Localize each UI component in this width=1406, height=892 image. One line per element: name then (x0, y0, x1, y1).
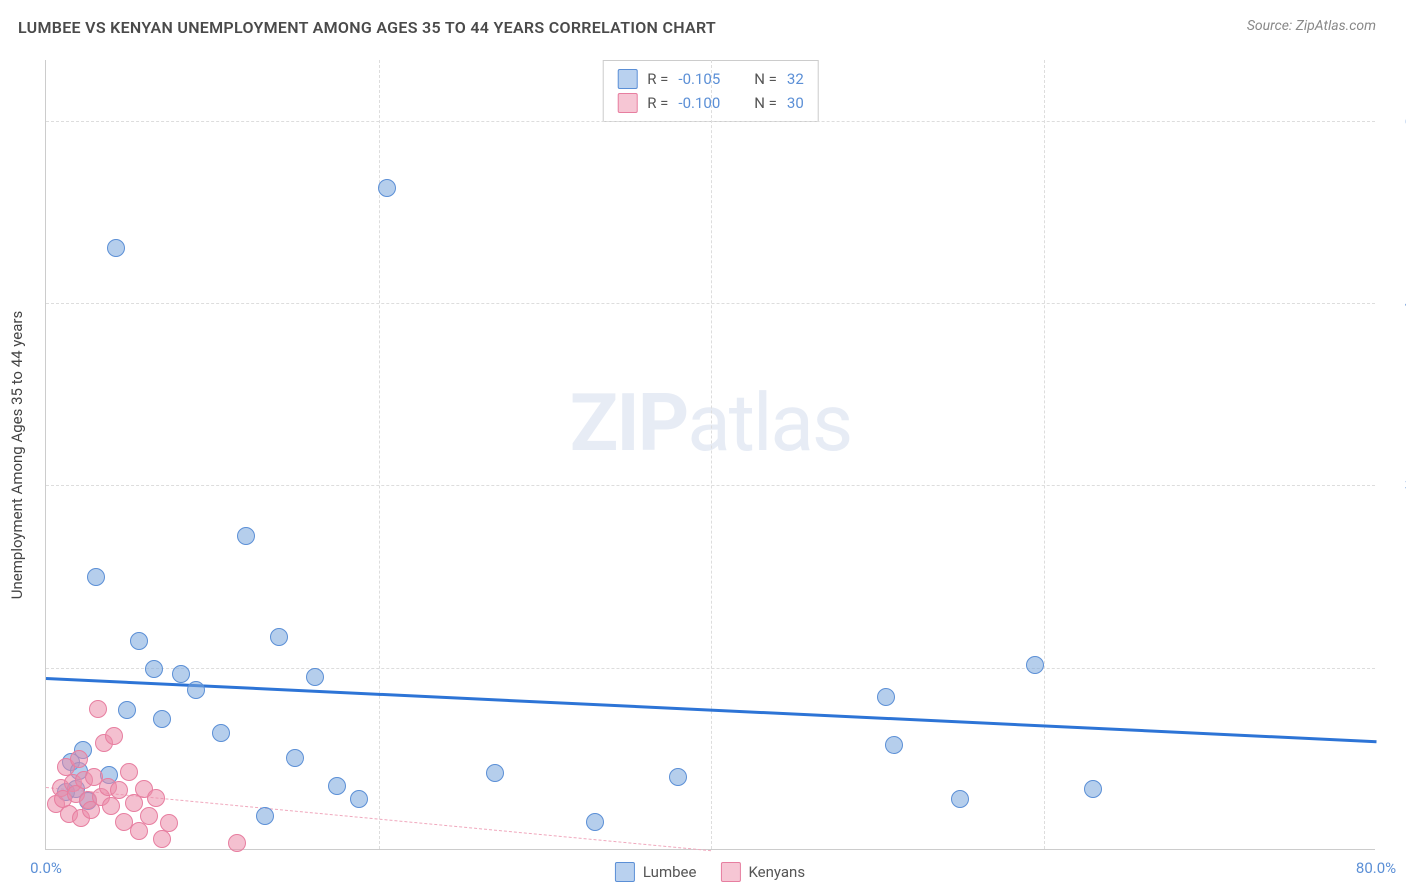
data-point (102, 797, 120, 815)
legend-swatch (617, 93, 637, 113)
watermark-bold: ZIP (570, 376, 688, 470)
data-point (153, 830, 171, 848)
gridline-vertical (379, 60, 380, 849)
header: LUMBEE VS KENYAN UNEMPLOYMENT AMONG AGES… (0, 0, 1406, 37)
x-tick-label: 80.0% (1356, 859, 1396, 877)
data-point (378, 179, 396, 197)
data-point (107, 239, 125, 257)
y-tick-label: 60.0% (1385, 112, 1406, 130)
legend-swatch (615, 862, 635, 882)
data-point (237, 527, 255, 545)
series-label: Kenyans (748, 863, 805, 881)
legend-swatch (720, 862, 740, 882)
data-point (187, 681, 205, 699)
data-point (328, 777, 346, 795)
data-point (586, 813, 604, 831)
r-label: R = (647, 70, 668, 88)
data-point (212, 724, 230, 742)
n-value: 30 (787, 94, 804, 112)
y-axis-label: Unemployment Among Ages 35 to 44 years (8, 311, 26, 599)
source-attribution: Source: ZipAtlas.com (1247, 18, 1376, 34)
data-point (350, 790, 368, 808)
y-tick-label: 45.0% (1385, 294, 1406, 312)
data-point (1026, 656, 1044, 674)
data-point (87, 568, 105, 586)
y-tick-label: 15.0% (1385, 659, 1406, 677)
series-legend: Lumbee Kenyans (615, 862, 805, 882)
n-label: N = (754, 70, 777, 88)
series-label: Lumbee (643, 863, 697, 881)
y-tick-label: 30.0% (1385, 476, 1406, 494)
data-point (118, 701, 136, 719)
data-point (120, 763, 138, 781)
data-point (228, 834, 246, 852)
data-point (172, 665, 190, 683)
data-point (105, 727, 123, 745)
r-value: -0.105 (678, 70, 720, 88)
r-value: -0.100 (678, 94, 720, 112)
data-point (110, 781, 128, 799)
data-point (153, 710, 171, 728)
gridline-vertical (711, 60, 712, 849)
chart-title: LUMBEE VS KENYAN UNEMPLOYMENT AMONG AGES… (18, 18, 716, 37)
x-tick-label: 0.0% (30, 859, 62, 877)
data-point (130, 632, 148, 650)
data-point (951, 790, 969, 808)
series-legend-item: Kenyans (720, 862, 805, 882)
series-legend-item: Lumbee (615, 862, 697, 882)
data-point (286, 749, 304, 767)
data-point (145, 660, 163, 678)
data-point (877, 688, 895, 706)
n-label: N = (754, 94, 777, 112)
data-point (147, 789, 165, 807)
data-point (256, 807, 274, 825)
data-point (306, 668, 324, 686)
data-point (89, 700, 107, 718)
r-label: R = (647, 94, 668, 112)
scatter-chart: Unemployment Among Ages 35 to 44 years Z… (45, 60, 1375, 850)
data-point (70, 750, 88, 768)
legend-swatch (617, 69, 637, 89)
data-point (160, 814, 178, 832)
data-point (486, 764, 504, 782)
data-point (1084, 780, 1102, 798)
gridline-vertical (1044, 60, 1045, 849)
data-point (885, 736, 903, 754)
n-value: 32 (787, 70, 804, 88)
data-point (270, 628, 288, 646)
plot-area: ZIPatlas R =-0.105N =32R =-0.100N =30 15… (45, 60, 1375, 850)
data-point (669, 768, 687, 786)
data-point (140, 807, 158, 825)
